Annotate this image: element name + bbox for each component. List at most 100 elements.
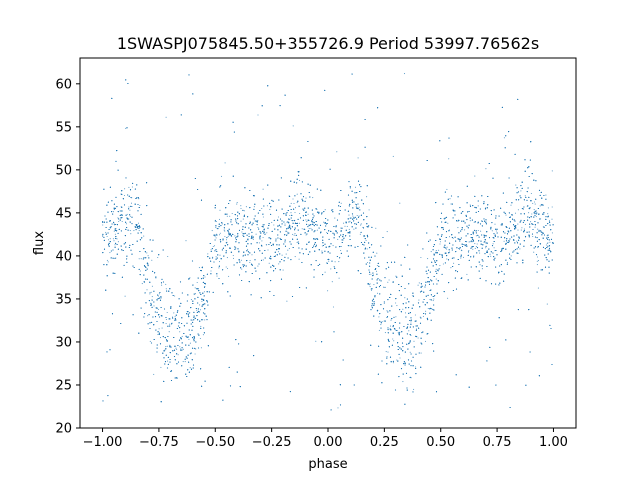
data-point: [263, 232, 265, 234]
data-point: [199, 304, 201, 306]
data-point: [492, 243, 494, 245]
data-point: [257, 220, 259, 222]
data-point: [551, 170, 553, 172]
data-point: [532, 235, 534, 238]
data-point: [114, 233, 116, 235]
data-point: [185, 240, 187, 242]
data-point: [179, 331, 181, 333]
data-point: [332, 209, 334, 211]
data-point: [123, 194, 126, 197]
data-point: [392, 338, 394, 340]
data-point: [166, 311, 168, 314]
data-point: [165, 323, 167, 325]
data-point: [415, 366, 417, 368]
data-point: [255, 233, 257, 235]
data-point: [531, 213, 533, 215]
data-point: [448, 158, 450, 160]
data-point: [242, 235, 244, 237]
data-point: [286, 300, 288, 302]
data-point: [427, 307, 429, 310]
data-point: [376, 292, 379, 294]
data-point: [535, 216, 537, 218]
data-point: [253, 206, 255, 208]
data-point: [457, 220, 459, 222]
data-point: [450, 267, 452, 269]
data-point: [109, 252, 111, 254]
data-point: [457, 227, 459, 229]
data-point: [373, 284, 375, 286]
data-point: [447, 297, 449, 299]
data-point: [404, 297, 406, 299]
data-point: [220, 175, 223, 177]
data-point: [530, 192, 532, 195]
data-point: [129, 215, 131, 217]
data-point: [528, 212, 530, 214]
data-point: [324, 271, 326, 273]
data-point: [150, 291, 152, 293]
data-point: [241, 231, 243, 233]
data-point: [116, 238, 118, 240]
data-point: [215, 226, 217, 228]
data-point: [410, 334, 412, 337]
data-point: [151, 285, 153, 287]
data-point: [490, 255, 492, 257]
data-point: [151, 259, 153, 261]
data-point: [439, 265, 441, 267]
data-point: [368, 209, 370, 211]
data-point: [516, 240, 518, 242]
data-point: [489, 253, 491, 255]
data-point: [130, 233, 132, 235]
data-point: [258, 242, 260, 244]
data-point: [160, 366, 162, 368]
data-point: [392, 155, 394, 157]
data-point: [225, 266, 227, 268]
data-point: [474, 247, 476, 249]
data-point: [188, 338, 190, 340]
data-point: [262, 236, 264, 239]
data-point: [262, 216, 264, 218]
data-point: [234, 235, 236, 237]
data-point: [452, 237, 454, 239]
data-point: [477, 229, 479, 232]
data-point: [236, 202, 238, 204]
data-point: [226, 267, 229, 270]
data-point: [289, 219, 291, 221]
data-point: [366, 196, 368, 198]
data-point: [106, 235, 108, 238]
data-point: [551, 218, 553, 220]
data-point: [211, 230, 213, 232]
data-point: [386, 231, 388, 233]
data-point: [158, 293, 160, 295]
data-point: [273, 224, 275, 226]
data-point: [157, 333, 159, 336]
data-point: [119, 210, 121, 212]
data-point: [241, 268, 243, 270]
data-point: [485, 168, 487, 170]
data-point: [413, 340, 415, 342]
data-point: [520, 229, 522, 231]
data-point: [189, 353, 191, 355]
data-point: [485, 247, 487, 249]
data-point: [494, 250, 496, 252]
data-point: [292, 233, 294, 235]
data-point: [383, 320, 385, 322]
data-point: [321, 250, 323, 252]
data-point: [121, 220, 123, 223]
data-point: [102, 224, 104, 226]
data-point: [538, 213, 540, 215]
data-point: [510, 255, 512, 257]
data-point: [380, 324, 382, 326]
data-point: [129, 209, 131, 211]
data-point: [174, 295, 176, 297]
data-point: [358, 206, 360, 208]
data-point: [334, 261, 336, 263]
data-point: [399, 357, 401, 359]
data-point: [396, 305, 398, 307]
data-point: [268, 262, 270, 264]
data-point: [296, 202, 298, 204]
data-point: [477, 205, 479, 207]
data-point: [417, 284, 419, 286]
data-point: [425, 310, 427, 312]
data-point: [370, 273, 372, 275]
data-point: [547, 213, 549, 215]
